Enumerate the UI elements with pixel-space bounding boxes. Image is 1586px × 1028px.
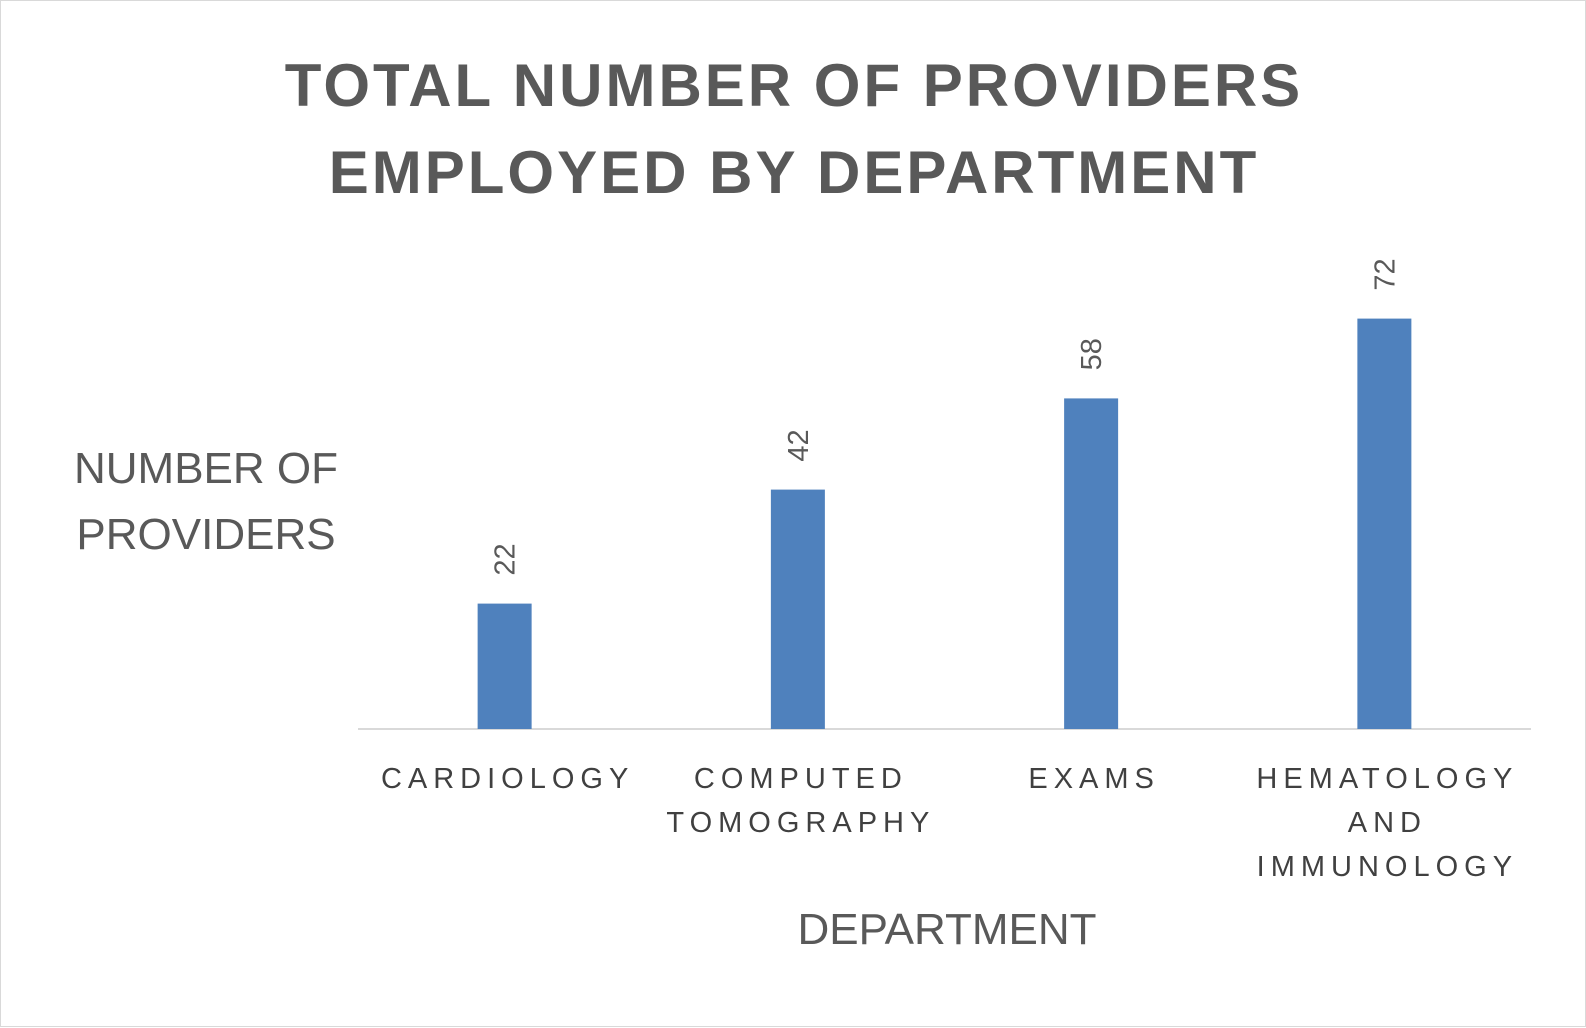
x-tick-label-3-2: IMMUNOLOGY [1257,851,1518,883]
x-tick-label-2-0: EXAMS [1028,763,1160,795]
x-axis-title: DEPARTMENT [797,905,1096,954]
data-label-0: 22 [490,543,522,575]
chart-title-line-2: EMPLOYED BY DEPARTMENT [329,139,1260,206]
bar-3 [1357,318,1412,729]
x-tick-label-3-0: HEMATOLOGY [1256,763,1518,795]
chart-title-line-1: TOTAL NUMBER OF PROVIDERS [285,52,1303,119]
x-tick-label-1-1: TOMOGRAPHY [666,807,935,839]
x-tick-label-0-0: CARDIOLOGY [381,763,634,795]
x-tick-label-3-1: AND [1348,807,1427,839]
x-tick-label-1-0: COMPUTED [694,763,908,795]
y-axis-title-line-1: NUMBER OF [74,444,338,493]
data-label-2: 58 [1076,338,1108,370]
y-axis-title-line-2: PROVIDERS [76,510,335,559]
plot-area: 22 CARDIOLOGY 42 COMPUTED TOMOGRAPHY 58 EXAMS 7… [358,258,1531,883]
data-label-3: 72 [1369,258,1401,290]
data-label-1: 42 [783,429,815,461]
bar-1 [770,489,825,729]
bar-2 [1064,398,1119,729]
bar-0 [477,603,532,729]
